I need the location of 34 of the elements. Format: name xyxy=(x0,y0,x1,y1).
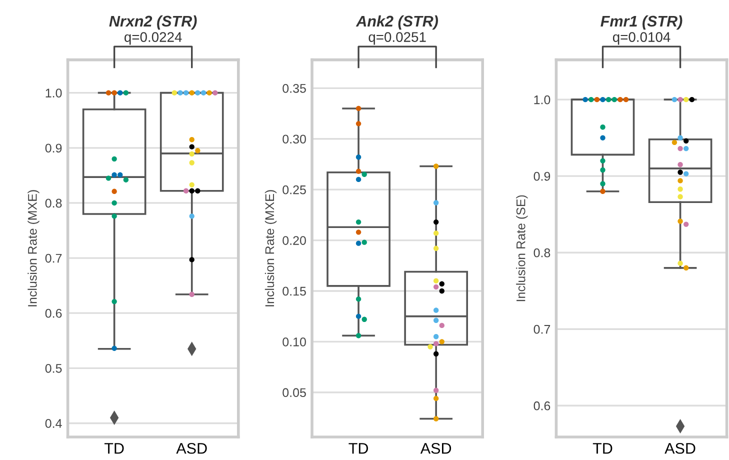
text: q=0.0224 xyxy=(124,32,182,45)
chart-title: Fmr1 (STR) xyxy=(600,15,682,30)
y-tick-label: 0.5 xyxy=(45,364,62,373)
y-tick-label: 0.30 xyxy=(282,134,306,144)
text: q=0.0104 xyxy=(612,32,670,45)
y-tick-label: 0.25 xyxy=(282,185,306,194)
y-tick-label: 0.05 xyxy=(282,388,306,398)
x-tick-label: TD xyxy=(348,443,368,454)
x-tick-label: ASD xyxy=(664,442,696,454)
y-axis-title: Inclusion Rate (MXE) xyxy=(264,190,277,306)
y-axis-title: Inclusion Rate (MXE) xyxy=(28,190,40,306)
y-tick-label: 0.7 xyxy=(45,254,62,263)
y-tick-label: 0.8 xyxy=(45,198,62,208)
y-tick-label: 0.15 xyxy=(282,286,306,296)
y-tick-label: 0.7 xyxy=(534,324,550,334)
y-tick-label: 0.10 xyxy=(282,337,306,346)
y-tick-label: 0.9 xyxy=(534,172,550,181)
text: q=0.0251 xyxy=(368,32,426,45)
chart-title: Nrxn2 (STR) xyxy=(109,15,197,30)
y-tick-label: 0.6 xyxy=(534,401,550,410)
x-tick-label: ASD xyxy=(176,442,207,454)
y-tick-label: 0.6 xyxy=(45,308,62,318)
x-tick-label: TD xyxy=(592,443,612,454)
y-axis-title: Inclusion Rate (SE) xyxy=(516,195,528,302)
y-tick-label: 0.35 xyxy=(282,84,306,93)
x-tick-label: ASD xyxy=(420,442,452,454)
y-tick-label: 0.9 xyxy=(45,144,62,153)
x-tick-label: TD xyxy=(104,443,124,454)
y-tick-label: 1.0 xyxy=(46,88,62,98)
y-tick-label: 0.20 xyxy=(282,236,306,245)
y-tick-label: 0.8 xyxy=(534,248,550,258)
y-tick-label: 1.0 xyxy=(534,95,550,104)
chart-title: Ank2 (STR) xyxy=(356,15,438,30)
y-tick-label: 0.4 xyxy=(45,419,62,428)
